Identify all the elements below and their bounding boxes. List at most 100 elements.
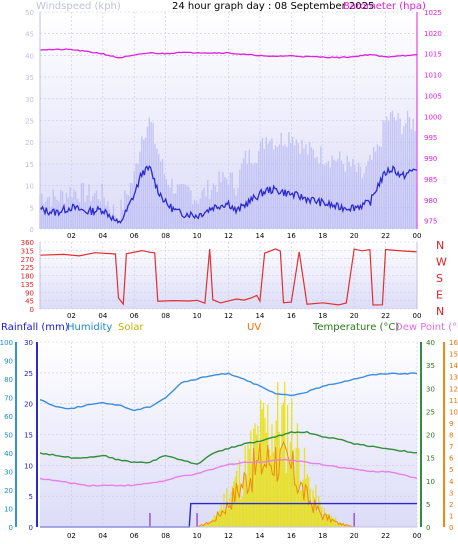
wind-tick-label: 20 [25, 139, 34, 147]
compass-label: E [436, 289, 443, 302]
temperature-tick-label: 25 [426, 408, 435, 416]
temperature-tick-label: 40 [426, 339, 435, 347]
compass-label: N [436, 239, 444, 252]
uv-tick-label: 1 [449, 512, 453, 520]
temperature-tick-label: 35 [426, 362, 435, 370]
temperature-tick-label: 10 [426, 478, 435, 486]
wind-tick-label: 45 [25, 31, 34, 39]
uv-tick-label: 3 [449, 489, 453, 497]
uv-tick-label: 0 [449, 524, 453, 532]
temp-x-tick-label: 08 [161, 532, 170, 540]
wind-panel-series [39, 48, 418, 229]
dir-tick-label: 360 [21, 239, 34, 247]
direction-panel-series [39, 248, 418, 306]
dir-tick-label: 225 [21, 264, 34, 272]
temp-x-tick-label: 18 [318, 532, 327, 540]
uv-tick-label: 15 [449, 351, 458, 359]
legend-rainfall: Rainfall (mm) [1, 322, 69, 333]
dir-tick-label: 180 [21, 273, 34, 281]
uv-tick-label: 12 [449, 385, 458, 393]
legend-solar: Solar [118, 322, 144, 333]
wind-axis-label: Windspeed (kph) [36, 1, 121, 12]
wind-tick-label: 15 [25, 161, 34, 169]
legend-humidity: Humidity [67, 322, 112, 333]
compass-label: N [436, 305, 444, 318]
humidity-tick-label: 10 [4, 506, 13, 514]
wind-x-tick-label: 00 [413, 232, 422, 240]
dir-x-tick-label: 20 [350, 312, 359, 320]
uv-tick-label: 16 [449, 339, 458, 347]
humidity-tick-label: 0 [9, 524, 13, 532]
humidity-tick-label: 20 [4, 487, 13, 495]
dir-tick-label: 315 [21, 247, 34, 255]
dir-x-tick-label: 14 [255, 312, 264, 320]
wind-tick-label: 40 [25, 52, 34, 60]
rain-tick-label: 15 [24, 432, 33, 440]
temp-x-tick-label: 04 [98, 532, 107, 540]
baro-tick-label: 1005 [424, 92, 442, 100]
dir-tick-label: 0 [30, 306, 34, 314]
humidity-tick-label: 80 [4, 376, 13, 384]
humidity-tick-label: 60 [4, 413, 13, 421]
dew-point-line [39, 458, 418, 487]
wind-tick-label: 35 [25, 74, 34, 82]
baro-tick-label: 1010 [424, 72, 442, 80]
wind-x-tick-label: 08 [161, 232, 170, 240]
wind-tick-label: 0 [30, 226, 34, 234]
baro-tick-label: 995 [424, 134, 437, 142]
temperature-line [39, 430, 418, 465]
temp-x-tick-label: 10 [193, 532, 202, 540]
wind-x-tick-label: 06 [130, 232, 139, 240]
temp-x-tick-label: 06 [130, 532, 139, 540]
temperature-tick-label: 20 [426, 432, 435, 440]
baro-tick-label: 980 [424, 197, 437, 205]
temp-x-tick-label: 16 [287, 532, 296, 540]
temperature-tick-label: 15 [426, 455, 435, 463]
dir-tick-label: 90 [25, 289, 34, 297]
wind-x-tick-label: 02 [67, 232, 76, 240]
axes: 0510152025303540455097598098599099510001… [0, 9, 458, 540]
dir-x-tick-label: 18 [318, 312, 327, 320]
baro-tick-label: 1020 [424, 30, 442, 38]
temp-x-tick-label: 14 [255, 532, 264, 540]
barometer-axis-label: Barometer (hpa) [343, 1, 426, 12]
temperature-tick-label: 30 [426, 385, 435, 393]
wind-x-tick-label: 16 [287, 232, 296, 240]
humidity-tick-label: 50 [4, 432, 13, 440]
barometer-line [39, 48, 418, 59]
wind-x-tick-label: 22 [381, 232, 390, 240]
wind-x-tick-label: 12 [224, 232, 233, 240]
uv-tick-label: 7 [449, 443, 453, 451]
uv-tick-label: 13 [449, 374, 458, 382]
temp-x-tick-label: 00 [413, 532, 422, 540]
legend-temperature: Temperature (°C) [312, 322, 399, 333]
dir-x-tick-label: 12 [224, 312, 233, 320]
baro-tick-label: 1015 [424, 51, 442, 59]
humidity-tick-label: 100 [0, 339, 13, 347]
dir-x-tick-label: 04 [98, 312, 107, 320]
wind-tick-label: 30 [25, 96, 34, 104]
rain-tick-label: 10 [24, 462, 33, 470]
uv-tick-label: 9 [449, 420, 453, 428]
uv-tick-label: 6 [449, 455, 454, 463]
wind-x-tick-label: 04 [98, 232, 107, 240]
temp-x-tick-label: 20 [350, 532, 359, 540]
wind-tick-label: 5 [30, 204, 34, 212]
uv-tick-label: 5 [449, 466, 453, 474]
baro-tick-label: 975 [424, 218, 437, 226]
temp-x-tick-label: 02 [67, 532, 76, 540]
dir-x-tick-label: 06 [130, 312, 139, 320]
chart-title: 24 hour graph day : 08 September 2025 [172, 1, 374, 12]
uv-tick-label: 2 [449, 501, 453, 509]
wind-tick-label: 50 [25, 9, 34, 17]
humidity-tick-label: 70 [4, 395, 13, 403]
dir-x-tick-label: 10 [193, 312, 202, 320]
humidity-line [39, 372, 418, 412]
rain-tick-label: 20 [24, 401, 33, 409]
humidity-tick-label: 30 [4, 469, 13, 477]
dir-x-tick-label: 02 [67, 312, 76, 320]
dir-x-tick-label: 00 [413, 312, 422, 320]
baro-tick-label: 990 [424, 155, 437, 163]
uv-tick-label: 4 [449, 478, 454, 486]
